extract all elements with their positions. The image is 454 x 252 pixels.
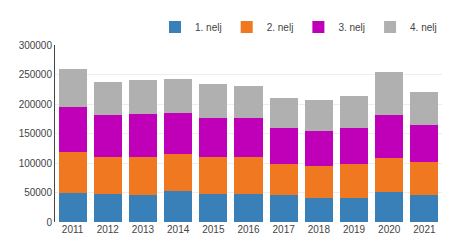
svg-text:300000: 300000: [19, 40, 53, 51]
svg-text:150000: 150000: [19, 128, 53, 139]
svg-text:2011: 2011: [62, 224, 84, 235]
svg-text:200000: 200000: [19, 99, 53, 110]
svg-text:3. nelj: 3. nelj: [338, 22, 365, 33]
svg-text:2019: 2019: [343, 224, 366, 235]
svg-text:2015: 2015: [202, 224, 225, 235]
svg-text:0: 0: [46, 217, 52, 228]
svg-text:2014: 2014: [167, 224, 190, 235]
svg-text:2016: 2016: [237, 224, 260, 235]
svg-text:2021: 2021: [413, 224, 436, 235]
svg-text:1. nelj: 1. nelj: [195, 22, 222, 33]
svg-text:2017: 2017: [273, 224, 296, 235]
svg-text:4. nelj: 4. nelj: [410, 22, 437, 33]
svg-text:2018: 2018: [308, 224, 331, 235]
svg-text:2. nelj: 2. nelj: [267, 22, 294, 33]
svg-text:2013: 2013: [132, 224, 155, 235]
svg-text:250000: 250000: [19, 69, 53, 80]
svg-text:100000: 100000: [19, 158, 53, 169]
svg-text:50000: 50000: [24, 187, 52, 198]
svg-text:2012: 2012: [97, 224, 120, 235]
svg-text:2020: 2020: [378, 224, 401, 235]
